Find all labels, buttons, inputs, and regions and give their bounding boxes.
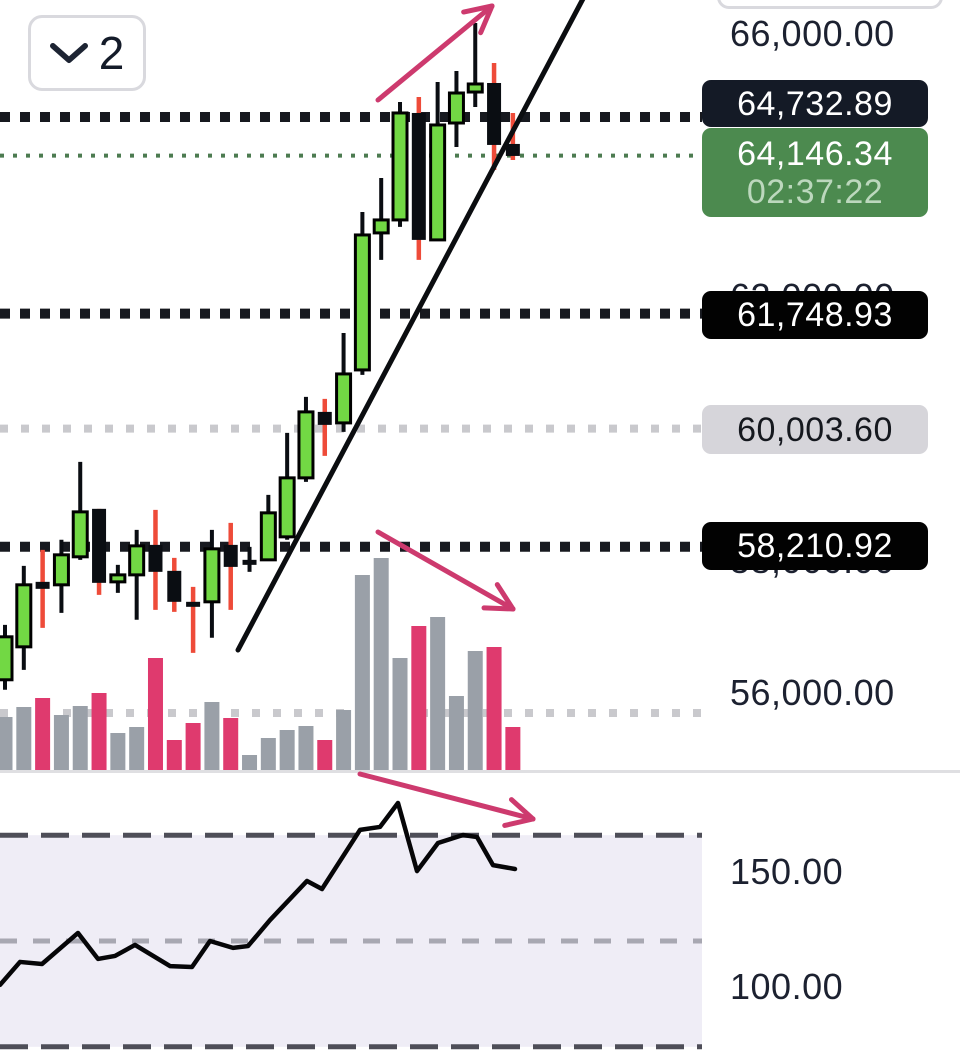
price-level-value: 64,732.89 [737, 84, 893, 123]
volume-bars [0, 558, 521, 770]
price-axis-label: 56,000.00 [730, 671, 895, 713]
price-level-badge: 64,732.89 [702, 80, 928, 127]
candlesticks [0, 23, 520, 690]
price-gridlines [0, 112, 702, 717]
indicator-axis-label: 100.00 [730, 966, 844, 1007]
cropped-top-panel [717, 0, 943, 9]
candles-count-label: 2 [98, 27, 125, 79]
price-axis-label: 66,000.00 [730, 12, 895, 54]
price-level-badge: 60,003.60 [702, 405, 928, 454]
last-price-badge: 64,146.34 02:37:22 [702, 128, 928, 217]
indicator-axis-label: 150.00 [730, 851, 844, 892]
price-level-value: 58,210.92 [737, 527, 893, 565]
last-price-value: 64,146.34 [737, 134, 893, 173]
chevron-down-icon [49, 42, 88, 63]
price-level-value: 61,748.93 [737, 296, 893, 334]
price-level-badge: 58,210.92 [702, 522, 928, 570]
price-level-value: 60,003.60 [737, 410, 893, 449]
price-level-badge: 61,748.93 [702, 291, 928, 339]
candle-countdown-timer: 02:37:22 [746, 172, 884, 211]
candles-count-button[interactable]: 2 [28, 15, 146, 91]
trend-line [235, 0, 586, 653]
arrow-annotations [357, 3, 536, 828]
oscillator-panel [0, 800, 702, 1050]
